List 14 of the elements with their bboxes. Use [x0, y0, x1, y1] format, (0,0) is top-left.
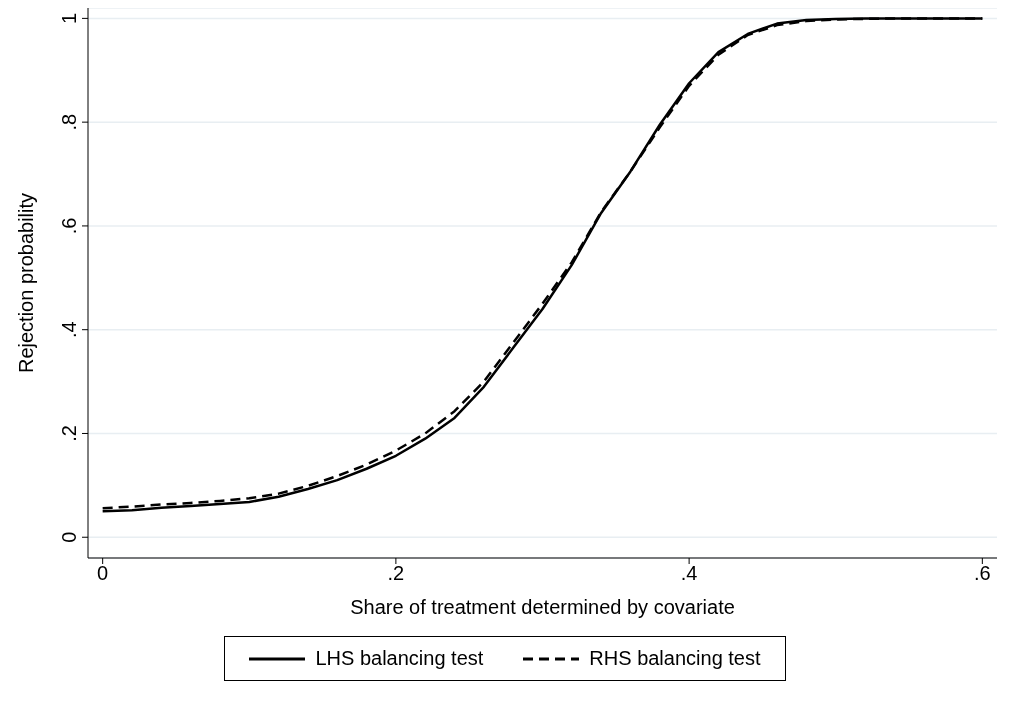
- y-tick-label: 0: [58, 531, 80, 543]
- x-tick-label: .4: [680, 562, 698, 585]
- y-tick-label: .8: [58, 113, 80, 131]
- y-tick-label: .6: [58, 217, 80, 235]
- y-axis-title: Rejection probability: [15, 192, 38, 374]
- legend-label: RHS balancing test: [589, 647, 761, 670]
- y-tick-label: .2: [58, 425, 80, 442]
- x-axis-title: Share of treatment determined by covariate: [350, 596, 735, 618]
- legend-label: LHS balancing test: [315, 647, 484, 670]
- x-tick-label: 0: [97, 562, 109, 585]
- y-tick-label: 1: [58, 12, 80, 24]
- x-tick-label: .2: [387, 562, 405, 585]
- y-tick-label: .4: [58, 321, 80, 339]
- x-tick-label: .6: [973, 562, 991, 585]
